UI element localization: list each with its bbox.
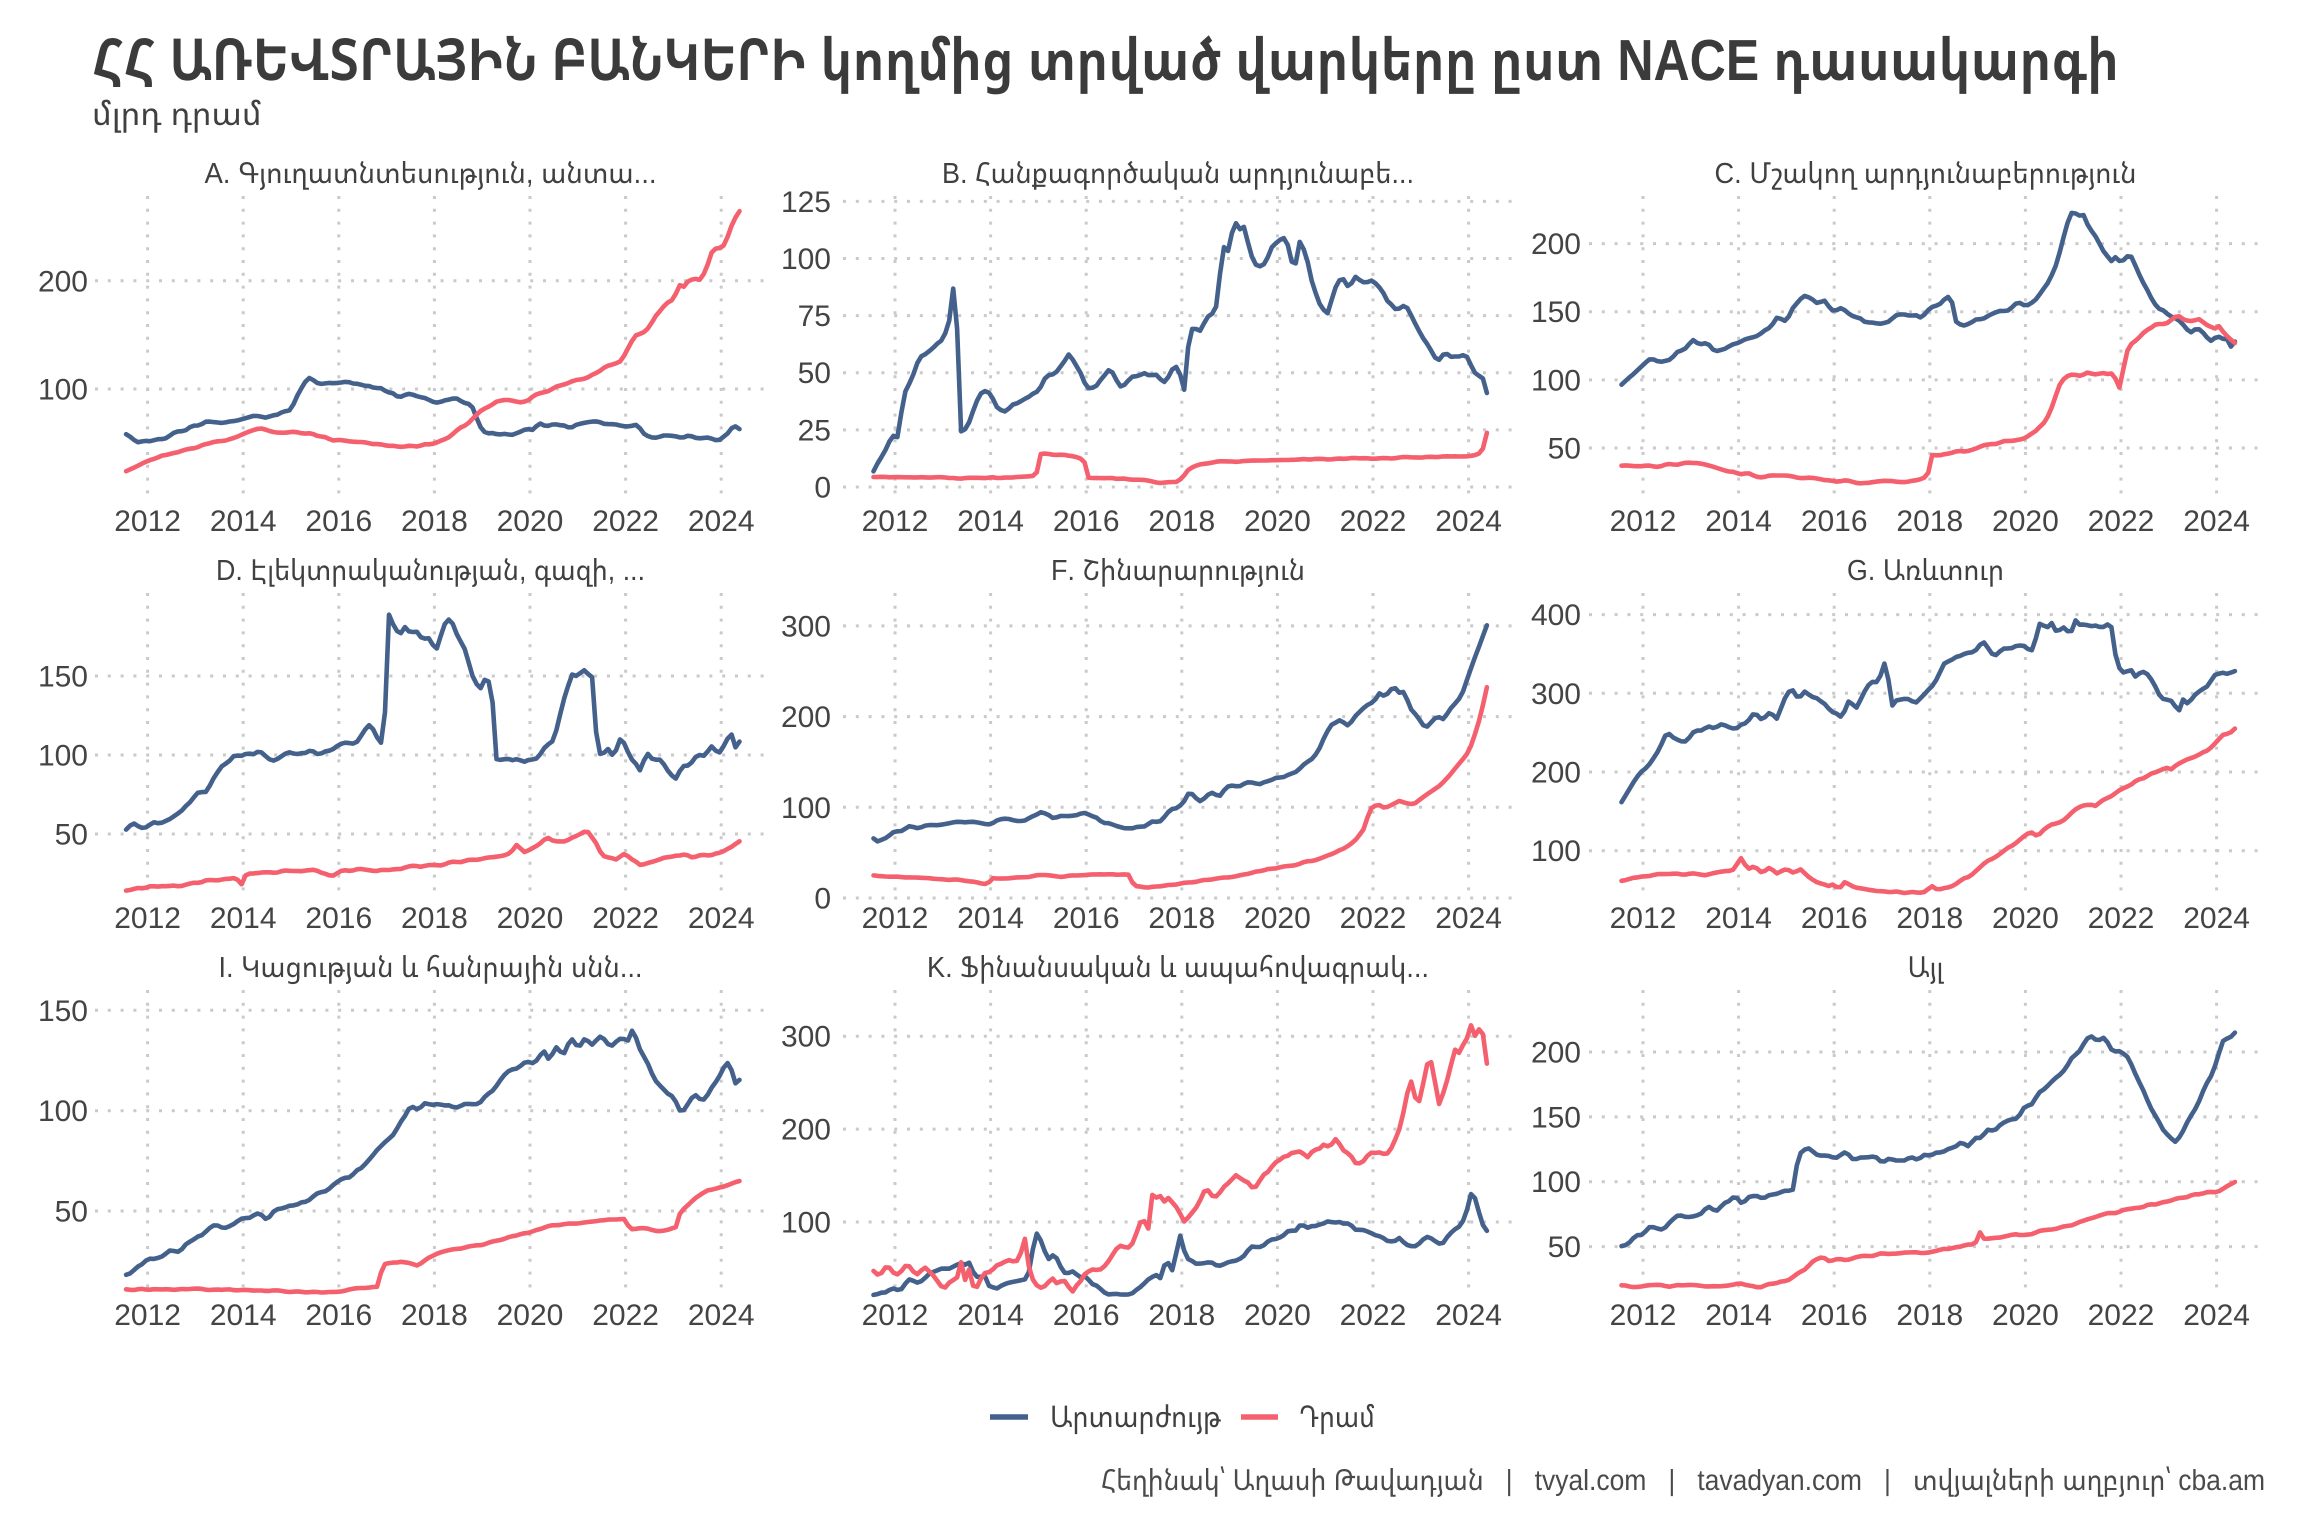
svg-text:2016: 2016 [305, 1299, 372, 1332]
svg-text:150: 150 [1531, 296, 1581, 329]
svg-text:2016: 2016 [305, 902, 372, 935]
svg-text:2016: 2016 [1053, 902, 1120, 935]
svg-text:2012: 2012 [862, 505, 929, 538]
svg-text:50: 50 [1548, 433, 1581, 466]
svg-text:2016: 2016 [1801, 902, 1868, 935]
svg-text:125: 125 [781, 186, 831, 219]
svg-text:2012: 2012 [862, 902, 929, 935]
svg-text:2018: 2018 [1148, 505, 1215, 538]
svg-text:150: 150 [1531, 1101, 1581, 1134]
svg-text:2024: 2024 [2183, 1299, 2250, 1332]
svg-text:2022: 2022 [2088, 505, 2155, 538]
svg-text:150: 150 [38, 995, 88, 1028]
svg-text:2014: 2014 [210, 902, 277, 935]
svg-text:2012: 2012 [1610, 505, 1677, 538]
svg-text:300: 300 [1531, 678, 1581, 711]
svg-text:100: 100 [38, 740, 88, 773]
svg-text:2018: 2018 [1148, 1299, 1215, 1332]
svg-text:200: 200 [781, 701, 831, 734]
svg-text:2014: 2014 [957, 902, 1024, 935]
svg-text:2018: 2018 [401, 1299, 468, 1332]
svg-text:100: 100 [781, 1207, 831, 1240]
svg-text:200: 200 [781, 1114, 831, 1147]
svg-text:2012: 2012 [114, 902, 181, 935]
svg-text:2012: 2012 [862, 1299, 929, 1332]
svg-text:2016: 2016 [1801, 505, 1868, 538]
svg-text:2022: 2022 [2088, 1299, 2155, 1332]
svg-text:2022: 2022 [1340, 902, 1407, 935]
svg-text:200: 200 [38, 265, 88, 298]
svg-text:2018: 2018 [1896, 902, 1963, 935]
svg-text:2016: 2016 [1801, 1299, 1868, 1332]
svg-text:0: 0 [814, 883, 831, 916]
svg-text:100: 100 [38, 1095, 88, 1128]
svg-text:150: 150 [38, 661, 88, 694]
svg-text:400: 400 [1531, 599, 1581, 632]
svg-text:2022: 2022 [592, 902, 659, 935]
svg-text:100: 100 [38, 374, 88, 407]
svg-text:75: 75 [798, 300, 831, 333]
svg-text:100: 100 [1531, 835, 1581, 868]
svg-text:2020: 2020 [1244, 1299, 1311, 1332]
svg-text:2016: 2016 [305, 505, 372, 538]
svg-text:2020: 2020 [1244, 902, 1311, 935]
svg-text:2020: 2020 [497, 1299, 564, 1332]
svg-text:2024: 2024 [688, 1299, 755, 1332]
svg-text:300: 300 [781, 610, 831, 643]
svg-text:2024: 2024 [1435, 902, 1502, 935]
svg-text:2020: 2020 [1992, 505, 2059, 538]
svg-text:2012: 2012 [1610, 1299, 1677, 1332]
svg-text:2014: 2014 [1705, 1299, 1772, 1332]
svg-text:300: 300 [781, 1021, 831, 1054]
svg-text:2022: 2022 [1340, 1299, 1407, 1332]
svg-text:100: 100 [1531, 364, 1581, 397]
svg-text:2024: 2024 [688, 902, 755, 935]
svg-text:2020: 2020 [1244, 505, 1311, 538]
svg-text:2014: 2014 [1705, 902, 1772, 935]
svg-text:2022: 2022 [2088, 902, 2155, 935]
svg-text:2014: 2014 [1705, 505, 1772, 538]
svg-text:2022: 2022 [1340, 505, 1407, 538]
svg-text:2022: 2022 [592, 1299, 659, 1332]
svg-text:50: 50 [55, 1196, 88, 1229]
svg-text:2018: 2018 [1148, 902, 1215, 935]
svg-text:2018: 2018 [1896, 505, 1963, 538]
svg-text:2022: 2022 [592, 505, 659, 538]
svg-text:2020: 2020 [1992, 902, 2059, 935]
svg-text:50: 50 [798, 357, 831, 390]
svg-text:2018: 2018 [1896, 1299, 1963, 1332]
svg-text:2014: 2014 [957, 505, 1024, 538]
svg-text:200: 200 [1531, 228, 1581, 261]
svg-text:2020: 2020 [497, 902, 564, 935]
svg-text:2016: 2016 [1053, 1299, 1120, 1332]
svg-text:2016: 2016 [1053, 505, 1120, 538]
svg-text:0: 0 [814, 472, 831, 505]
svg-text:2020: 2020 [1992, 1299, 2059, 1332]
svg-text:100: 100 [781, 243, 831, 276]
svg-text:25: 25 [798, 414, 831, 447]
svg-text:2014: 2014 [210, 1299, 277, 1332]
svg-text:2014: 2014 [957, 1299, 1024, 1332]
svg-text:50: 50 [1548, 1231, 1581, 1264]
svg-text:200: 200 [1531, 1037, 1581, 1070]
svg-text:2024: 2024 [1435, 1299, 1502, 1332]
svg-text:2018: 2018 [401, 902, 468, 935]
svg-text:2012: 2012 [1610, 902, 1677, 935]
svg-text:2020: 2020 [497, 505, 564, 538]
svg-text:200: 200 [1531, 757, 1581, 790]
svg-text:2012: 2012 [114, 505, 181, 538]
svg-text:2024: 2024 [688, 505, 755, 538]
svg-text:100: 100 [781, 792, 831, 825]
svg-text:2014: 2014 [210, 505, 277, 538]
svg-text:100: 100 [1531, 1166, 1581, 1199]
svg-text:50: 50 [55, 819, 88, 852]
svg-text:2024: 2024 [2183, 902, 2250, 935]
svg-text:2018: 2018 [401, 505, 468, 538]
svg-text:2024: 2024 [1435, 505, 1502, 538]
svg-text:2024: 2024 [2183, 505, 2250, 538]
svg-text:2012: 2012 [114, 1299, 181, 1332]
